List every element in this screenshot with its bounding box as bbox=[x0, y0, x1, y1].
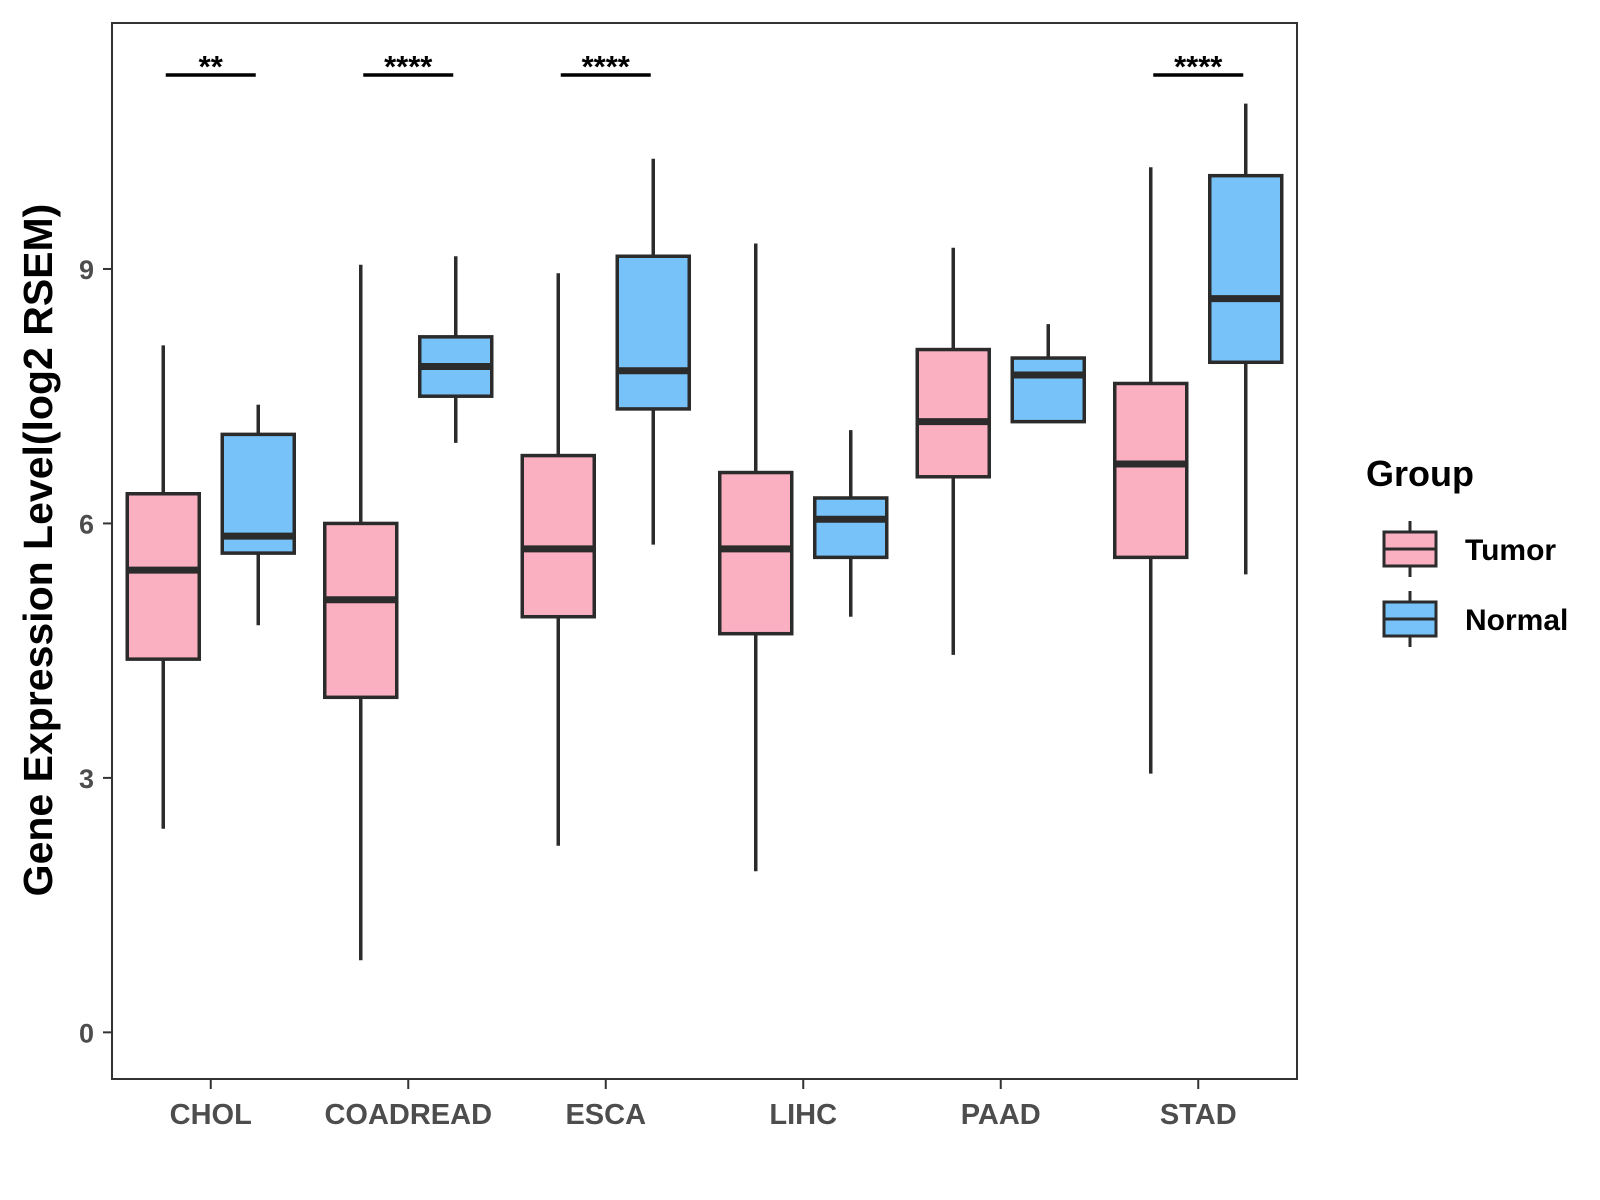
box-iqr bbox=[615, 254, 691, 411]
box-tumor-chol bbox=[125, 345, 201, 829]
box-iqr bbox=[1113, 381, 1189, 560]
x-tick-label: COADREAD bbox=[324, 1099, 492, 1131]
boxes-layer bbox=[125, 103, 1284, 961]
y-tick-label: 9 bbox=[79, 255, 94, 285]
significance-label: **** bbox=[384, 49, 433, 84]
box-tumor-lihc bbox=[718, 243, 794, 872]
box-iqr bbox=[1208, 173, 1284, 365]
y-axis: 0 3 6 9 bbox=[79, 255, 112, 1048]
box-iqr bbox=[718, 470, 794, 636]
box-normal-stad bbox=[1208, 103, 1284, 575]
box-normal-esca bbox=[615, 158, 691, 545]
x-tick-label: ESCA bbox=[565, 1099, 646, 1131]
x-axis: CHOL COADREAD ESCA LIHC PAAD STAD bbox=[170, 1079, 1237, 1131]
legend-entry-normal: Normal bbox=[1382, 591, 1568, 647]
box-tumor-stad bbox=[1113, 167, 1189, 774]
x-tick-label: STAD bbox=[1160, 1099, 1237, 1131]
box-normal-chol bbox=[220, 404, 296, 626]
box-normal-lihc bbox=[813, 430, 889, 617]
box-tumor-esca bbox=[520, 273, 596, 846]
y-tick-label: 3 bbox=[79, 764, 94, 794]
legend-label: Normal bbox=[1465, 604, 1568, 637]
legend: Group Tumor Normal bbox=[1366, 453, 1568, 647]
significance-label: **** bbox=[1174, 49, 1223, 84]
box-iqr bbox=[323, 521, 399, 700]
box-iqr bbox=[915, 347, 991, 479]
box-normal-coadread bbox=[418, 256, 494, 443]
box-normal-paad bbox=[1010, 324, 1086, 424]
box-iqr bbox=[520, 453, 596, 619]
x-tick-label: CHOL bbox=[170, 1099, 252, 1131]
significance-label: ** bbox=[199, 49, 224, 84]
x-tick-label: PAAD bbox=[961, 1099, 1041, 1131]
significance-label: **** bbox=[582, 49, 631, 84]
box-tumor-coadread bbox=[323, 264, 399, 961]
box-iqr bbox=[125, 491, 201, 661]
y-tick-label: 0 bbox=[79, 1018, 94, 1048]
legend-title: Group bbox=[1366, 453, 1474, 494]
legend-entry-tumor: Tumor bbox=[1382, 521, 1556, 577]
x-tick-label: LIHC bbox=[769, 1099, 837, 1131]
plot-panel-border bbox=[111, 22, 1298, 1080]
box-iqr bbox=[813, 496, 889, 560]
y-axis-label: Gene Expression Level(log2 RSEM) bbox=[15, 204, 61, 897]
legend-label: Tumor bbox=[1465, 534, 1556, 567]
box-iqr bbox=[1010, 356, 1086, 424]
box-tumor-paad bbox=[915, 247, 991, 655]
y-tick-label: 6 bbox=[79, 509, 94, 539]
significance-layer: ** **** **** **** bbox=[165, 49, 1244, 84]
